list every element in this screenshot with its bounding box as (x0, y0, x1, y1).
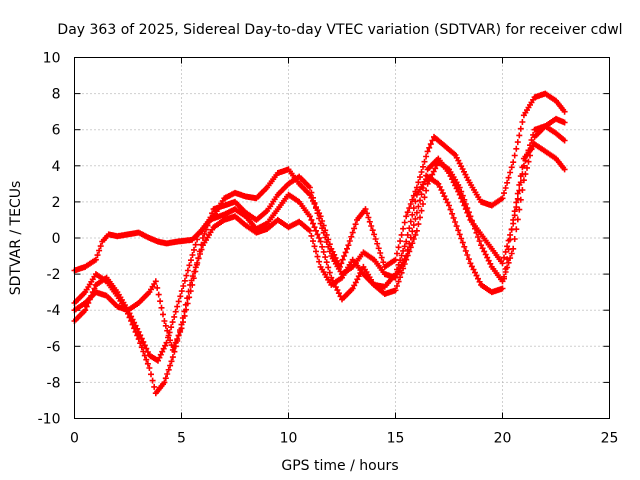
y-tick-label: -2 (47, 267, 61, 283)
x-tick-label: 5 (177, 431, 186, 447)
y-tick-label: -4 (47, 303, 61, 319)
y-tick-label: 4 (52, 159, 61, 175)
y-axis-ticks: -10 -8 -6 -4 -2 0 2 4 6 8 10 (38, 51, 610, 428)
plot-frame (74, 57, 610, 419)
y-tick-label: 0 (52, 231, 61, 247)
x-axis-ticks: 0 5 10 15 20 25 (70, 57, 619, 447)
y-tick-label: -8 (47, 375, 61, 391)
x-tick-label: 15 (387, 431, 405, 447)
x-tick-label: 10 (280, 431, 298, 447)
x-axis-label: GPS time / hours (281, 458, 398, 474)
y-axis-label: SDTVAR / TECUs (8, 181, 24, 296)
x-tick-label: 20 (494, 431, 512, 447)
x-tick-label: 0 (70, 431, 79, 447)
grid (74, 57, 610, 419)
y-tick-label: 6 (52, 123, 61, 139)
y-tick-label: -6 (47, 339, 61, 355)
y-tick-label: 8 (52, 87, 61, 103)
y-tick-label: 2 (52, 195, 61, 211)
chart-title: Day 363 of 2025, Sidereal Day-to-day VTE… (57, 22, 622, 38)
y-tick-label: 10 (43, 51, 61, 67)
series-2 (71, 115, 568, 364)
series-markers (71, 115, 568, 364)
data-points (71, 90, 568, 397)
x-tick-label: 25 (601, 431, 619, 447)
y-tick-label: -10 (38, 412, 61, 428)
